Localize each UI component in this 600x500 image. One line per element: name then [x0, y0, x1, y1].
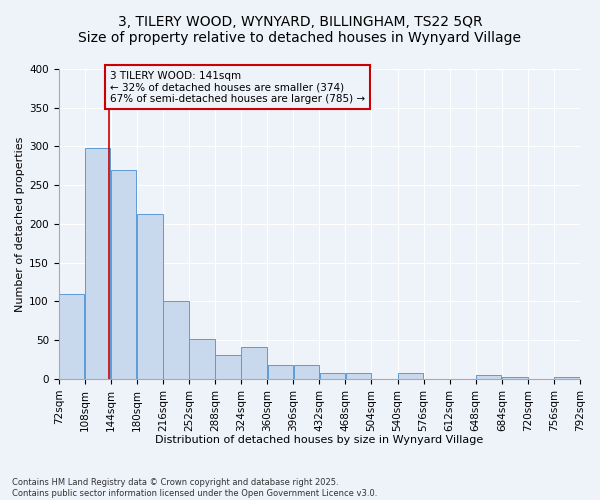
Bar — [554, 376, 580, 379]
X-axis label: Distribution of detached houses by size in Wynyard Village: Distribution of detached houses by size … — [155, 435, 484, 445]
Bar — [85, 148, 110, 379]
Bar — [163, 300, 188, 379]
Y-axis label: Number of detached properties: Number of detached properties — [15, 136, 25, 312]
Bar — [241, 347, 267, 379]
Bar — [111, 170, 136, 379]
Bar — [190, 338, 215, 379]
Bar — [268, 365, 293, 379]
Bar — [215, 355, 241, 379]
Text: 3 TILERY WOOD: 141sqm
← 32% of detached houses are smaller (374)
67% of semi-det: 3 TILERY WOOD: 141sqm ← 32% of detached … — [110, 70, 365, 104]
Bar — [346, 373, 371, 379]
Text: Contains HM Land Registry data © Crown copyright and database right 2025.
Contai: Contains HM Land Registry data © Crown c… — [12, 478, 377, 498]
Bar — [293, 365, 319, 379]
Text: 3, TILERY WOOD, WYNYARD, BILLINGHAM, TS22 5QR
Size of property relative to detac: 3, TILERY WOOD, WYNYARD, BILLINGHAM, TS2… — [79, 15, 521, 45]
Bar — [502, 376, 527, 379]
Bar — [476, 375, 502, 379]
Bar — [137, 214, 163, 379]
Bar — [59, 294, 85, 379]
Bar — [320, 373, 345, 379]
Bar — [398, 373, 423, 379]
